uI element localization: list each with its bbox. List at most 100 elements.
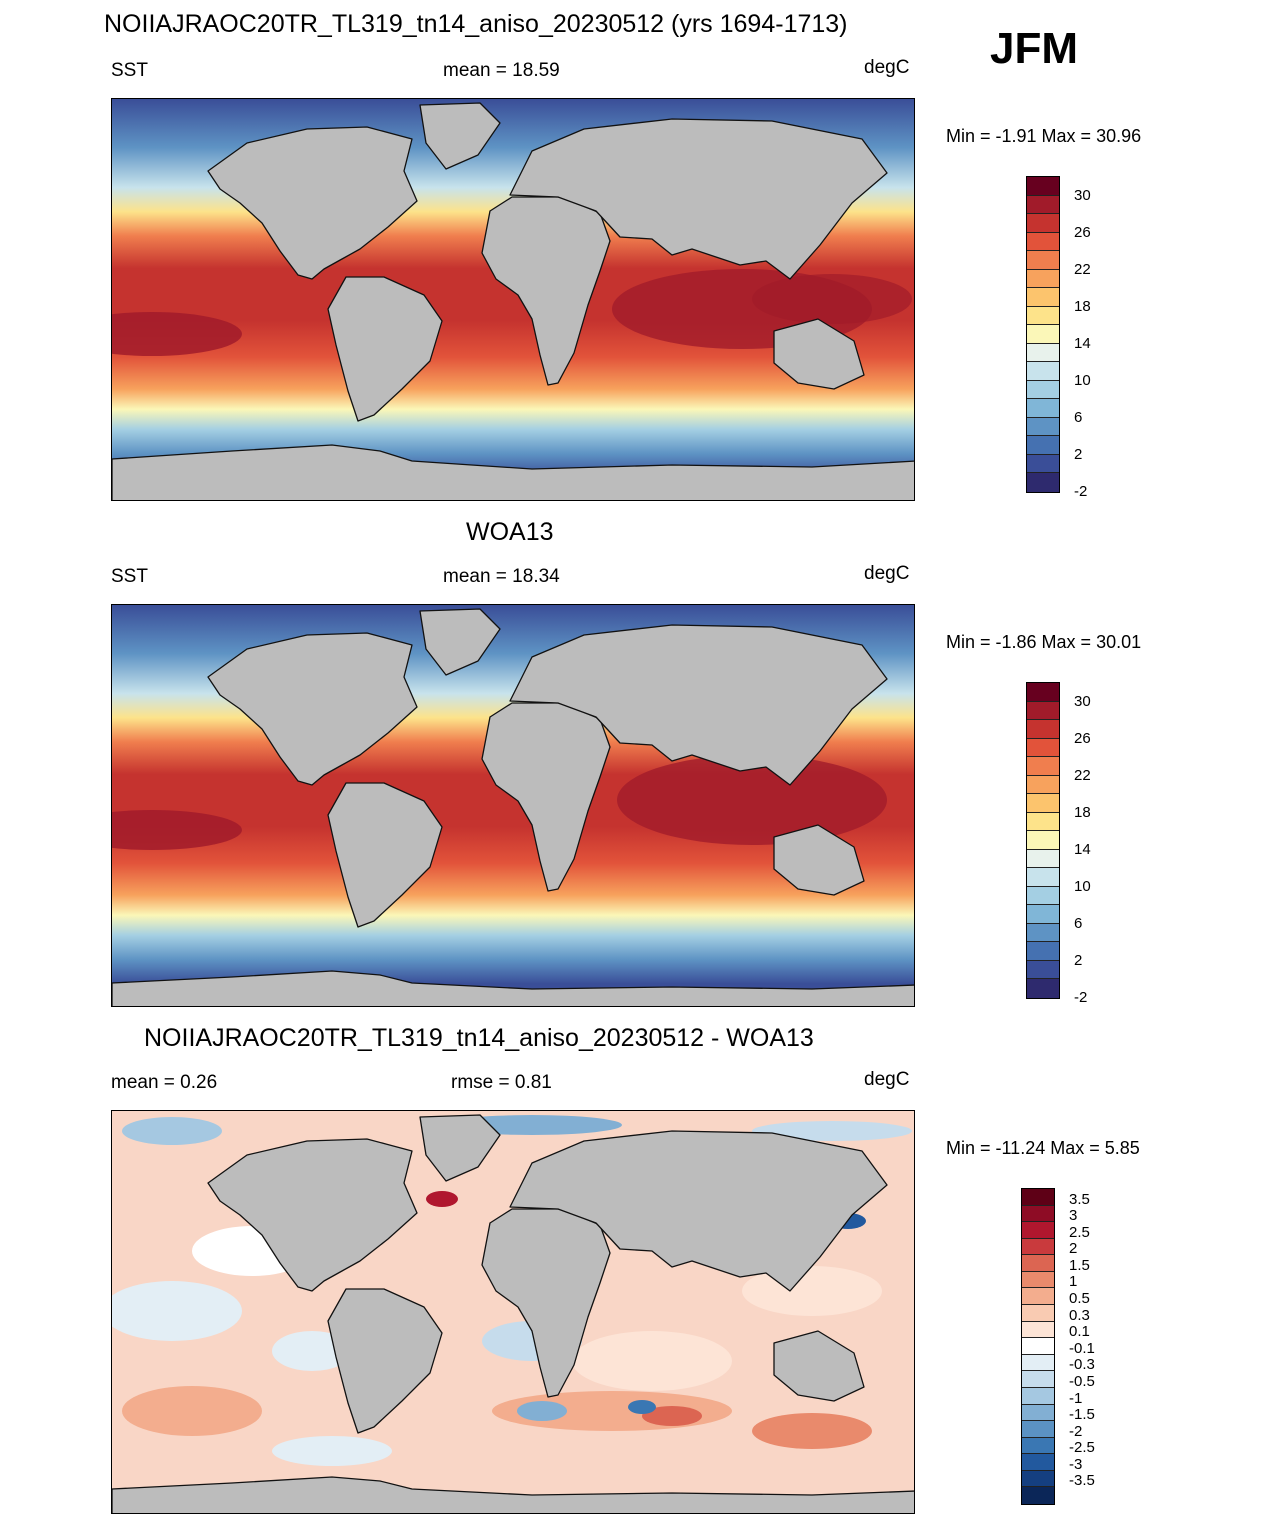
colorbar-tick-label: 6: [1074, 408, 1083, 426]
colorbar-tick-label: 14: [1074, 840, 1091, 858]
colorbar-tick-label: 2: [1069, 1240, 1078, 1258]
colorbar-tick-label: 0.1: [1069, 1323, 1090, 1341]
colorbar-swatch: [1027, 343, 1059, 363]
colorbar-swatch: [1027, 905, 1059, 924]
colorbar-swatch: [1022, 1338, 1054, 1355]
colorbar-swatch: [1027, 960, 1059, 980]
colorbar-swatch: [1027, 177, 1059, 196]
colorbar-tick-label: 22: [1074, 260, 1091, 278]
colorbar-swatch: [1027, 683, 1059, 702]
colorbar-swatch: [1027, 775, 1059, 795]
panel2-mean-label: mean = 18.34: [443, 566, 560, 587]
colorbar-tick-label: 1.5: [1069, 1256, 1090, 1274]
season-label: JFM: [990, 24, 1078, 73]
panel1-minmax: Min = -1.91 Max = 30.96: [946, 126, 1142, 146]
panel2-units-label: degC: [864, 563, 910, 584]
colorbar-swatch: [1027, 886, 1059, 906]
colorbar-swatch: [1022, 1222, 1054, 1239]
panel1-title: NOIIAJRAOC20TR_TL319_tn14_aniso_20230512…: [104, 10, 848, 38]
panel3-mean-label: mean = 0.26: [111, 1072, 218, 1093]
colorbar-swatch: [1027, 849, 1059, 869]
colorbar-swatch: [1027, 214, 1059, 233]
colorbar-swatch: [1027, 399, 1059, 418]
colorbar-swatch: [1022, 1354, 1054, 1372]
colorbar-swatch: [1027, 701, 1059, 721]
colorbar-swatch: [1027, 417, 1059, 437]
colorbar-swatch: [1027, 454, 1059, 474]
colorbar-tick-label: -3.5: [1069, 1472, 1095, 1490]
colorbar-swatch: [1022, 1189, 1054, 1206]
colorbar-swatch: [1022, 1271, 1054, 1289]
colorbar-swatch: [1027, 362, 1059, 381]
colorbar-tick-label: 1: [1069, 1273, 1078, 1291]
panel2-sst-map: [111, 604, 915, 1007]
panel2-colorbar: [1026, 682, 1060, 999]
colorbar-swatch: [1027, 720, 1059, 739]
colorbar-tick-label: 30: [1074, 186, 1091, 204]
panel3-minmax: Min = -11.24 Max = 5.85: [946, 1138, 1140, 1158]
colorbar-tick-label: -2: [1069, 1422, 1083, 1440]
colorbar-tick-label: 10: [1074, 877, 1091, 895]
colorbar-swatch: [1022, 1321, 1054, 1339]
colorbar-swatch: [1027, 288, 1059, 307]
colorbar-swatch: [1022, 1454, 1054, 1471]
panel3-title: NOIIAJRAOC20TR_TL319_tn14_aniso_20230512…: [144, 1024, 814, 1052]
panel1-sst-map: [111, 98, 915, 501]
colorbar-tick-label: 18: [1074, 803, 1091, 821]
colorbar-swatch: [1027, 473, 1059, 492]
colorbar-swatch: [1022, 1421, 1054, 1438]
colorbar-tick-label: 30: [1074, 692, 1091, 710]
colorbar-swatch: [1027, 251, 1059, 270]
colorbar-swatch: [1022, 1387, 1054, 1405]
colorbar-swatch: [1022, 1437, 1054, 1455]
colorbar-swatch: [1022, 1371, 1054, 1388]
colorbar-swatch: [1027, 738, 1059, 758]
panel2-minmax: Min = -1.86 Max = 30.01: [946, 632, 1142, 652]
panel2-variable-label: SST: [111, 566, 148, 587]
colorbar-tick-label: -0.1: [1069, 1339, 1095, 1357]
colorbar-tick-label: 3: [1069, 1207, 1078, 1225]
colorbar-swatch: [1022, 1255, 1054, 1272]
colorbar-swatch: [1022, 1288, 1054, 1306]
colorbar-swatch: [1027, 325, 1059, 344]
colorbar-tick-label: -1.5: [1069, 1406, 1095, 1424]
colorbar-tick-label: 2.5: [1069, 1223, 1090, 1241]
colorbar-tick-label: 2: [1074, 445, 1083, 463]
colorbar-swatch: [1027, 868, 1059, 887]
colorbar-swatch: [1027, 306, 1059, 326]
colorbar-swatch: [1027, 942, 1059, 961]
colorbar-tick-label: 26: [1074, 223, 1091, 241]
colorbar-swatch: [1027, 269, 1059, 289]
colorbar-swatch: [1027, 757, 1059, 776]
panel3-rmse-label: rmse = 0.81: [451, 1072, 552, 1093]
colorbar-tick-label: 26: [1074, 729, 1091, 747]
colorbar-tick-label: 18: [1074, 297, 1091, 315]
colorbar-swatch: [1022, 1305, 1054, 1322]
colorbar-swatch: [1027, 380, 1059, 400]
colorbar-tick-label: 6: [1074, 914, 1083, 932]
panel3-difference-map: [111, 1110, 915, 1514]
colorbar-tick-label: 0.3: [1069, 1306, 1090, 1324]
colorbar-tick-label: 3.5: [1069, 1190, 1090, 1208]
colorbar-tick-label: -0.5: [1069, 1372, 1095, 1390]
panel1-units-label: degC: [864, 57, 910, 78]
colorbar-tick-label: -2.5: [1069, 1439, 1095, 1457]
colorbar-swatch: [1022, 1205, 1054, 1223]
panel1-variable-label: SST: [111, 60, 148, 81]
colorbar-tick-label: -1: [1069, 1389, 1083, 1407]
colorbar-tick-label: 0.5: [1069, 1290, 1090, 1308]
panel3-units-label: degC: [864, 1069, 910, 1090]
colorbar-swatch: [1027, 923, 1059, 943]
colorbar-swatch: [1027, 794, 1059, 813]
panel1-mean-label: mean = 18.59: [443, 60, 560, 81]
colorbar-swatch: [1022, 1487, 1054, 1504]
colorbar-swatch: [1022, 1238, 1054, 1256]
colorbar-swatch: [1022, 1470, 1054, 1488]
colorbar-swatch: [1027, 812, 1059, 832]
colorbar-swatch: [1027, 831, 1059, 850]
colorbar-tick-label: 2: [1074, 951, 1083, 969]
colorbar-tick-label: -2: [1074, 483, 1088, 500]
colorbar-swatch: [1027, 436, 1059, 455]
colorbar-swatch: [1027, 232, 1059, 252]
colorbar-swatch: [1022, 1404, 1054, 1422]
